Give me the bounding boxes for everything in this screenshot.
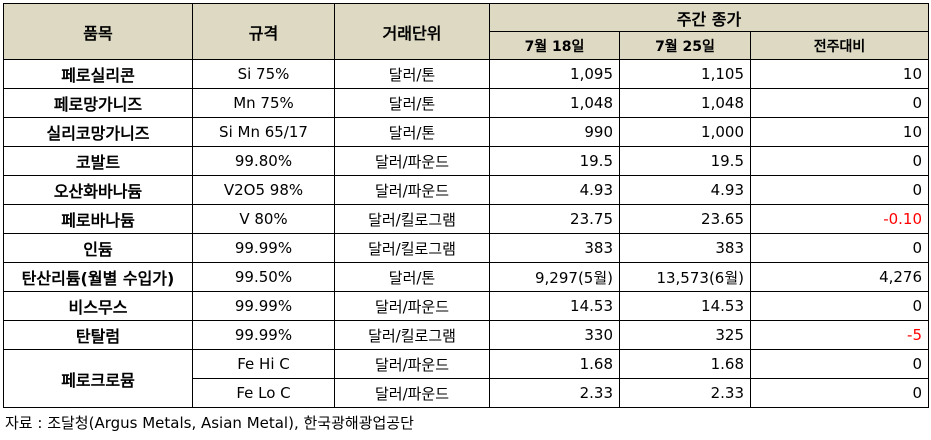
change-value: 0 <box>749 349 930 379</box>
table-row: Fe Lo C 달러/파운드 2.33 2.33 0 <box>4 378 930 408</box>
change-value: 0 <box>749 233 930 263</box>
change-value: 4,276 <box>749 262 930 292</box>
price-jul18: 4.93 <box>489 175 620 205</box>
price-jul18: 1,095 <box>489 59 620 89</box>
change-value: 0 <box>749 291 930 321</box>
item-name: 비스무스 <box>3 291 193 321</box>
header-jul18: 7월 18일 <box>489 31 620 60</box>
header-spec: 규격 <box>192 3 335 60</box>
spec: V2O5 98% <box>192 175 335 205</box>
table-row: 페로바나듐 V 80% 달러/킬로그램 23.75 23.65 -0.10 <box>3 204 930 234</box>
unit: 달러/톤 <box>334 59 490 89</box>
price-jul18: 1,048 <box>489 88 620 118</box>
item-name: 코발트 <box>3 146 193 176</box>
price-jul25: 2.33 <box>619 378 751 408</box>
unit: 달러/파운드 <box>334 146 490 176</box>
item-name: 실리코망가니즈 <box>3 117 193 147</box>
unit: 달러/톤 <box>334 88 490 118</box>
header-weekly-close: 주간 종가 <box>488 3 930 32</box>
item-name: 페로바나듐 <box>3 204 193 234</box>
spec: V 80% <box>192 204 335 234</box>
change-value: 0 <box>749 378 930 408</box>
unit: 달러/파운드 <box>334 291 490 321</box>
price-table: 품목 규격 거래단위 주간 종가 7월 18일 7월 25일 전주대비 페로실리… <box>3 3 930 408</box>
spec: Fe Hi C <box>192 349 335 379</box>
change-value: -5 <box>749 320 930 350</box>
item-name: 페로망가니즈 <box>3 88 193 118</box>
spec: 99.50% <box>192 262 335 292</box>
change-value: -0.10 <box>749 204 930 234</box>
price-jul18: 1.68 <box>489 349 620 379</box>
price-jul25: 1,048 <box>619 88 751 118</box>
price-jul25: 383 <box>619 233 751 263</box>
table-row: 인듐 99.99% 달러/킬로그램 383 383 0 <box>3 233 930 263</box>
item-name: 탄산리튬(월별 수입가) <box>3 262 193 292</box>
unit: 달러/킬로그램 <box>334 320 490 350</box>
price-jul25: 14.53 <box>619 291 751 321</box>
table-row: 탄탈럼 99.99% 달러/킬로그램 330 325 -5 <box>3 320 930 350</box>
spec: 99.99% <box>192 320 335 350</box>
header-change: 전주대비 <box>749 31 930 60</box>
price-jul18: 19.5 <box>489 146 620 176</box>
item-name: 페로실리콘 <box>3 59 193 89</box>
item-name: 페로크로뮴 <box>3 349 193 408</box>
price-jul25: 325 <box>619 320 751 350</box>
unit: 달러/킬로그램 <box>334 204 490 234</box>
spec: Mn 75% <box>192 88 335 118</box>
change-value: 0 <box>749 175 930 205</box>
spec: Si Mn 65/17 <box>192 117 335 147</box>
change-value: 0 <box>749 146 930 176</box>
item-name: 탄탈럼 <box>3 320 193 350</box>
unit: 달러/파운드 <box>334 378 490 408</box>
header-item: 품목 <box>3 3 193 60</box>
header-unit: 거래단위 <box>334 3 490 60</box>
price-jul25: 1.68 <box>619 349 751 379</box>
spec: 99.99% <box>192 233 335 263</box>
change-value: 10 <box>749 117 930 147</box>
price-jul25: 13,573(6월) <box>619 262 751 292</box>
table-row: 오산화바나듐 V2O5 98% 달러/파운드 4.93 4.93 0 <box>3 175 930 205</box>
unit: 달러/톤 <box>334 117 490 147</box>
table-row: 페로망가니즈 Mn 75% 달러/톤 1,048 1,048 0 <box>3 88 930 118</box>
price-jul18: 383 <box>489 233 620 263</box>
unit: 달러/킬로그램 <box>334 233 490 263</box>
price-jul18: 2.33 <box>489 378 620 408</box>
price-jul25: 1,000 <box>619 117 751 147</box>
table-row: 비스무스 99.99% 달러/파운드 14.53 14.53 0 <box>3 291 930 321</box>
price-jul18: 990 <box>489 117 620 147</box>
table-row: 실리코망가니즈 Si Mn 65/17 달러/톤 990 1,000 10 <box>3 117 930 147</box>
source-note: 자료 : 조달청(Argus Metals, Asian Metal), 한국광… <box>5 414 414 432</box>
price-jul25: 1,105 <box>619 59 751 89</box>
change-value: 0 <box>749 88 930 118</box>
table-row: 페로크로뮴 Fe Hi C 달러/파운드 1.68 1.68 0 <box>3 349 930 408</box>
header-jul25: 7월 25일 <box>619 31 751 60</box>
table-row: 페로실리콘 Si 75% 달러/톤 1,095 1,105 10 <box>3 59 930 89</box>
table-row: 코발트 99.80% 달러/파운드 19.5 19.5 0 <box>3 146 930 176</box>
price-jul25: 4.93 <box>619 175 751 205</box>
unit: 달러/파운드 <box>334 349 490 379</box>
change-value: 10 <box>749 59 930 89</box>
price-jul25: 19.5 <box>619 146 751 176</box>
spec: Fe Lo C <box>192 378 335 408</box>
spec: 99.99% <box>192 291 335 321</box>
price-jul18: 9,297(5월) <box>489 262 620 292</box>
unit: 달러/톤 <box>334 262 490 292</box>
price-jul18: 330 <box>489 320 620 350</box>
table-row: 탄산리튬(월별 수입가) 99.50% 달러/톤 9,297(5월) 13,57… <box>3 262 930 292</box>
price-jul25: 23.65 <box>619 204 751 234</box>
item-name: 오산화바나듐 <box>3 175 193 205</box>
price-jul18: 23.75 <box>489 204 620 234</box>
unit: 달러/파운드 <box>334 175 490 205</box>
price-jul18: 14.53 <box>489 291 620 321</box>
spec: 99.80% <box>192 146 335 176</box>
item-name: 인듐 <box>3 233 193 263</box>
spec: Si 75% <box>192 59 335 89</box>
